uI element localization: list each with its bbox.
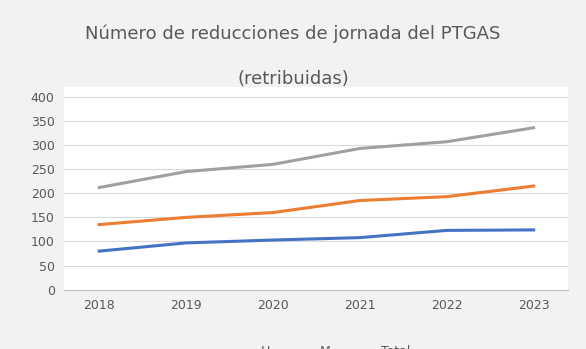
Line: H: H [99, 230, 534, 251]
H [183, 241, 190, 245]
Line: M: M [99, 186, 534, 225]
Total [530, 126, 537, 130]
M [530, 184, 537, 188]
M [96, 223, 103, 227]
M [183, 215, 190, 220]
H [530, 228, 537, 232]
Total [443, 140, 450, 144]
Total [270, 162, 277, 166]
H [443, 228, 450, 232]
Line: Total: Total [99, 128, 534, 187]
Total [356, 146, 363, 150]
Total [183, 170, 190, 174]
M [270, 210, 277, 215]
Legend: H, M, Total: H, M, Total [218, 341, 415, 349]
Total [96, 185, 103, 190]
Text: Número de reducciones de jornada del PTGAS: Número de reducciones de jornada del PTG… [86, 24, 500, 43]
Text: (retribuidas): (retribuidas) [237, 70, 349, 88]
M [356, 199, 363, 203]
H [356, 236, 363, 240]
H [270, 238, 277, 242]
M [443, 194, 450, 199]
H [96, 249, 103, 253]
